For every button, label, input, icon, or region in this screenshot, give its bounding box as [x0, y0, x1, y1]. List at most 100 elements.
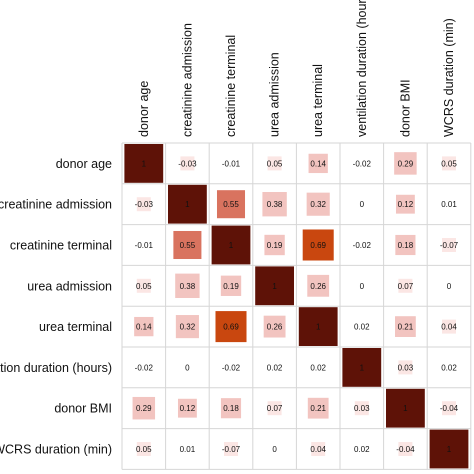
cell-value-label: -0.07 [440, 241, 459, 250]
cell-value-label: 0.02 [267, 363, 283, 372]
heatmap-cell [311, 442, 326, 456]
cell-value-label: -0.02 [135, 363, 154, 372]
heatmap-cell [429, 429, 469, 469]
heatmap-cell [224, 442, 238, 456]
heatmap-cell [175, 315, 199, 339]
row-label: urea terminal [39, 320, 112, 334]
heatmap-cell [395, 194, 415, 214]
cell-value-label: 0.05 [136, 445, 152, 454]
heatmap-cell [262, 191, 287, 217]
cell-value-label: 0.04 [310, 445, 326, 454]
heatmap-cell [398, 442, 413, 456]
cell-value-label: 0 [272, 445, 277, 454]
row-label: ventilation duration (hours) [0, 361, 112, 375]
cell-value-label: 0.07 [398, 282, 414, 291]
cell-value-label: 0 [185, 363, 190, 372]
cell-value-label: 0 [360, 200, 365, 209]
column-label: donor BMI [398, 79, 412, 137]
heatmap-cell [298, 307, 338, 346]
heatmap-cell [267, 401, 282, 416]
cell-value-label: 1 [272, 282, 277, 291]
heatmap-cell [308, 153, 328, 174]
cell-value-label: -0.04 [440, 404, 459, 413]
heatmap-cell [307, 274, 330, 297]
cell-value-label: 0.01 [441, 200, 457, 209]
heatmap-cell [398, 360, 413, 375]
column-label: donor age [137, 81, 151, 137]
row-label: urea admission [27, 279, 112, 293]
column-label: creatinine terminal [224, 35, 238, 137]
heatmap-cell [136, 197, 151, 212]
cell-value-label: 1 [447, 445, 452, 454]
row-label: creatinine admission [0, 198, 112, 212]
heatmap-cell [168, 184, 207, 224]
row-label: donor age [56, 157, 112, 171]
heatmap-cell [302, 229, 334, 261]
cell-value-label: 0.02 [354, 323, 370, 332]
heatmap-cell [263, 315, 286, 338]
cell-value-label: 0.19 [267, 241, 283, 250]
heatmap-cell [136, 442, 151, 456]
cell-value-label: 0.05 [136, 282, 152, 291]
heatmap-cell [173, 230, 202, 260]
cell-value-label: 1 [229, 241, 234, 250]
cell-value-label: 1 [360, 363, 365, 372]
heatmap-cell [442, 401, 456, 416]
heatmap-cell [398, 278, 413, 293]
heatmap-cell [394, 152, 417, 175]
heatmap-cell [220, 398, 242, 419]
grid-lines [121, 142, 472, 470]
cell-value-label: 0.32 [180, 323, 196, 332]
cell-value-label: 0.18 [223, 404, 239, 413]
heatmap-cell [354, 401, 369, 416]
cell-value-label: 0.38 [180, 282, 196, 291]
cell-value-label: 0.55 [180, 241, 196, 250]
heatmap-cell [180, 156, 195, 171]
column-label: urea admission [268, 52, 282, 137]
cell-value-label: 0.02 [441, 363, 457, 372]
cell-value-label: -0.02 [353, 159, 372, 168]
cell-value-label: 0.18 [398, 241, 414, 250]
cell-value-label: 0.07 [267, 404, 283, 413]
cell-value-label: 1 [403, 404, 408, 413]
heatmap-cell [175, 273, 200, 299]
cell-value-label: -0.03 [178, 159, 197, 168]
cell-value-label: 0.12 [180, 404, 196, 413]
heatmap-cell [134, 316, 154, 337]
cell-value-label: 0.38 [267, 200, 283, 209]
heatmap-cell [215, 311, 247, 343]
cell-value-label: 0.69 [223, 323, 239, 332]
column-labels: donor age creatinine admission creatinine … [137, 0, 456, 137]
cell-value-label: -0.02 [353, 241, 372, 250]
cell-value-label: 0.29 [136, 404, 152, 413]
cell-value-label: 0.29 [398, 159, 414, 168]
heatmap-cells: 1 -0.03 -0.01 0.05 0.14 -0.02 0.29 0.05 -0.03 1 0.… [124, 144, 469, 469]
heatmap-cell [132, 396, 156, 420]
cell-value-label: 1 [316, 323, 321, 332]
cell-value-label: 1 [142, 159, 147, 168]
row-labels: donor age creatinine admission creatinine … [0, 157, 112, 457]
cell-value-label: 0.02 [354, 445, 370, 454]
heatmap-cell [386, 388, 425, 428]
column-label: creatinine admission [180, 23, 194, 137]
cell-value-label: 0.21 [310, 404, 326, 413]
cell-value-label: 0.19 [223, 282, 239, 291]
heatmap-cell [177, 398, 197, 418]
column-label: urea terminal [311, 64, 325, 137]
cell-value-label: 0.01 [180, 445, 196, 454]
cell-value-label: 0.03 [398, 363, 414, 372]
cell-value-label: 0.26 [310, 282, 326, 291]
column-label: WCRS duration (min) [442, 18, 456, 137]
cell-value-label: 0.05 [441, 159, 457, 168]
cell-value-label: 0 [447, 282, 452, 291]
cell-value-label: -0.01 [135, 241, 154, 250]
cell-value-label: 0.02 [310, 363, 326, 372]
column-label: ventilation duration (hours) [355, 0, 369, 137]
heatmap-cell [216, 190, 246, 219]
cell-value-label: 0.03 [354, 404, 370, 413]
cell-value-label: -0.03 [135, 200, 154, 209]
heatmap-cell [442, 319, 456, 334]
cell-value-label: 0.69 [310, 241, 326, 250]
cell-value-label: -0.02 [222, 363, 241, 372]
